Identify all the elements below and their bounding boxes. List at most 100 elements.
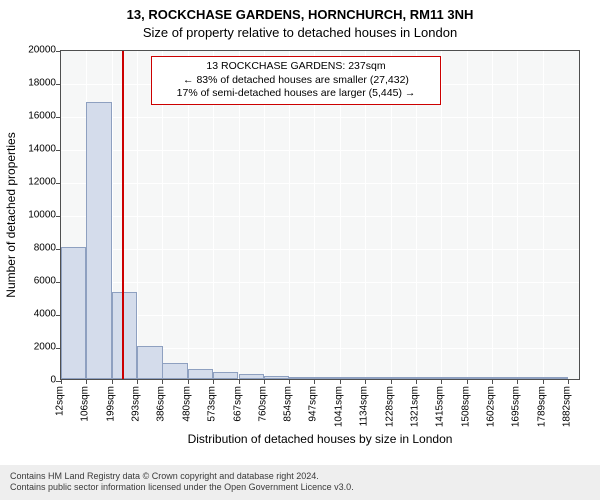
x-tick-mark <box>314 379 315 384</box>
x-tick-label: 293sqm <box>131 386 142 422</box>
annotation-line: 17% of semi-detached houses are larger (… <box>158 87 434 101</box>
gridline-v <box>517 51 518 379</box>
x-tick-mark <box>137 379 138 384</box>
x-tick-label: 106sqm <box>80 386 91 422</box>
x-tick-mark <box>188 379 189 384</box>
histogram-bar <box>492 377 517 379</box>
x-tick-label: 667sqm <box>232 386 243 422</box>
x-tick-mark <box>467 379 468 384</box>
x-tick-label: 12sqm <box>55 386 66 416</box>
y-tick-mark <box>56 84 61 85</box>
y-tick-mark <box>56 150 61 151</box>
x-tick-label: 1882sqm <box>561 386 572 427</box>
x-tick-label: 199sqm <box>105 386 116 422</box>
y-tick-mark <box>56 51 61 52</box>
gridline-v <box>137 51 138 379</box>
gridline-h <box>61 282 579 283</box>
histogram-bar <box>137 346 162 379</box>
y-tick-label: 20000 <box>6 45 56 56</box>
annotation-line: 13 ROCKCHASE GARDENS: 237sqm <box>158 60 434 74</box>
x-tick-mark <box>416 379 417 384</box>
chart-title-line1: 13, ROCKCHASE GARDENS, HORNCHURCH, RM11 … <box>0 6 600 24</box>
x-tick-label: 1508sqm <box>460 386 471 427</box>
gridline-v <box>543 51 544 379</box>
x-tick-label: 947sqm <box>308 386 319 422</box>
chart-title-block: 13, ROCKCHASE GARDENS, HORNCHURCH, RM11 … <box>0 0 600 41</box>
plot-area: 13 ROCKCHASE GARDENS: 237sqm← 83% of det… <box>60 50 580 380</box>
gridline-h <box>61 249 579 250</box>
x-tick-mark <box>86 379 87 384</box>
histogram-bar <box>112 292 137 379</box>
x-tick-mark <box>61 379 62 384</box>
gridline-v <box>441 51 442 379</box>
x-tick-mark <box>289 379 290 384</box>
x-tick-label: 1695sqm <box>511 386 522 427</box>
x-tick-label: 1415sqm <box>435 386 446 427</box>
gridline-h <box>61 183 579 184</box>
x-tick-label: 1041sqm <box>333 386 344 427</box>
x-tick-label: 1321sqm <box>409 386 420 427</box>
histogram-bar <box>467 377 492 379</box>
x-tick-mark <box>517 379 518 384</box>
histogram-bar <box>289 377 314 379</box>
footer-attribution: Contains HM Land Registry data © Crown c… <box>0 465 600 500</box>
y-tick-mark <box>56 216 61 217</box>
gridline-h <box>61 117 579 118</box>
x-tick-label: 1228sqm <box>384 386 395 427</box>
x-tick-label: 573sqm <box>207 386 218 422</box>
y-tick-label: 0 <box>6 375 56 386</box>
gridline-v <box>467 51 468 379</box>
x-tick-mark <box>441 379 442 384</box>
x-tick-label: 760sqm <box>257 386 268 422</box>
chart-title-line2: Size of property relative to detached ho… <box>0 24 600 42</box>
y-tick-label: 8000 <box>6 243 56 254</box>
x-tick-label: 854sqm <box>283 386 294 422</box>
histogram-bar <box>188 369 213 379</box>
x-tick-mark <box>543 379 544 384</box>
histogram-bar <box>517 377 542 379</box>
y-tick-label: 18000 <box>6 78 56 89</box>
histogram-bar <box>264 376 289 379</box>
histogram-bar <box>365 377 390 379</box>
x-tick-label: 386sqm <box>156 386 167 422</box>
x-tick-label: 1602sqm <box>486 386 497 427</box>
y-tick-label: 14000 <box>6 144 56 155</box>
x-tick-mark <box>162 379 163 384</box>
x-tick-label: 480sqm <box>181 386 192 422</box>
x-tick-mark <box>213 379 214 384</box>
gridline-h <box>61 150 579 151</box>
y-tick-label: 10000 <box>6 210 56 221</box>
x-tick-mark <box>568 379 569 384</box>
x-tick-mark <box>264 379 265 384</box>
y-tick-label: 12000 <box>6 177 56 188</box>
histogram-bar <box>314 377 339 379</box>
x-tick-mark <box>340 379 341 384</box>
x-tick-label: 1134sqm <box>359 386 370 426</box>
histogram-bar <box>416 377 441 379</box>
x-tick-mark <box>492 379 493 384</box>
annotation-box: 13 ROCKCHASE GARDENS: 237sqm← 83% of det… <box>151 56 441 105</box>
y-tick-mark <box>56 183 61 184</box>
histogram-bar <box>340 377 365 379</box>
subject-marker-line <box>122 51 124 379</box>
x-axis-label: Distribution of detached houses by size … <box>60 432 580 446</box>
x-tick-mark <box>112 379 113 384</box>
histogram-bar <box>543 377 568 379</box>
x-tick-label: 1789sqm <box>536 386 547 427</box>
x-tick-mark <box>391 379 392 384</box>
x-tick-mark <box>365 379 366 384</box>
histogram-bar <box>162 363 187 379</box>
y-tick-label: 2000 <box>6 342 56 353</box>
y-tick-mark <box>56 117 61 118</box>
histogram-bar <box>61 247 86 379</box>
histogram-bar <box>213 372 238 379</box>
footer-line2: Contains public sector information licen… <box>10 482 590 494</box>
histogram-bar <box>391 377 416 379</box>
chart-container: 13 ROCKCHASE GARDENS: 237sqm← 83% of det… <box>0 40 600 435</box>
gridline-h <box>61 216 579 217</box>
histogram-bar <box>441 377 466 379</box>
y-tick-label: 6000 <box>6 276 56 287</box>
gridline-h <box>61 315 579 316</box>
y-tick-label: 4000 <box>6 309 56 320</box>
footer-line1: Contains HM Land Registry data © Crown c… <box>10 471 590 483</box>
